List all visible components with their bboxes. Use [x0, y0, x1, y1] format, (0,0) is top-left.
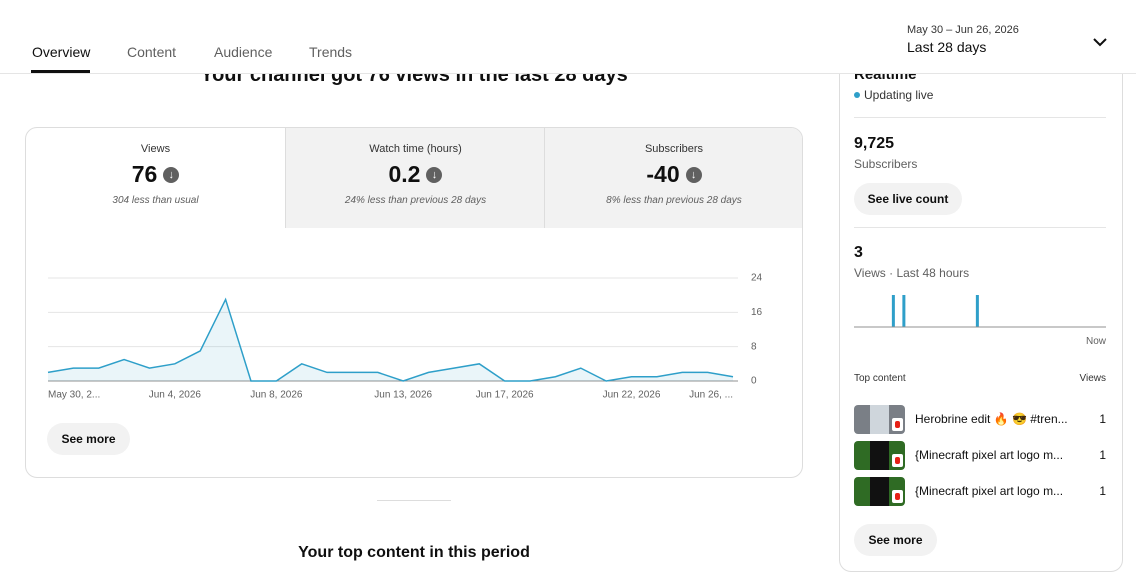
thumbnail[interactable] [854, 405, 905, 434]
top-content-label: Top content [854, 373, 906, 384]
realtime-views: 3 [854, 244, 863, 261]
x-tick-label: May 30, 2... [48, 390, 100, 401]
now-label: Now [1085, 336, 1106, 347]
x-tick-label: Jun 22, 2026 [603, 390, 661, 401]
metric-tab[interactable]: Subscribers -40 ↓ 8% less than previous 2… [544, 128, 802, 228]
date-range[interactable]: May 30 – Jun 26, 2026 [907, 24, 1019, 36]
see-more-button[interactable]: See more [47, 423, 130, 455]
metric-tab[interactable]: Views 76 ↓ 304 less than usual [26, 128, 285, 228]
x-tick-label: Jun 8, 2026 [250, 390, 303, 401]
metric-label: Subscribers [644, 143, 704, 155]
views-column: Views [1079, 373, 1107, 384]
content-title[interactable]: {Minecraft pixel art logo m... [915, 448, 1064, 462]
live-dot [854, 92, 860, 98]
thumbnail[interactable] [854, 477, 905, 506]
overview-card: Views 76 ↓ 304 less than usual Watch time… [25, 127, 803, 478]
value-text: 76 [131, 161, 158, 187]
metric-tab[interactable]: Watch time (hours) 0.2 ↓ 24% less than pr… [285, 128, 545, 228]
x-tick-label: Jun 13, 2026 [374, 390, 432, 401]
chevron[interactable] [1092, 36, 1108, 48]
metric-label: Views [140, 143, 171, 155]
content-views: 1 [1099, 448, 1106, 462]
down-icon: ↓ [685, 166, 702, 183]
tab-underline [31, 70, 90, 73]
metric-value: 76 ↓ [26, 161, 285, 188]
value-text: 0.2 [388, 161, 421, 187]
value-text: -40 [646, 161, 680, 187]
status-text: Updating live [864, 88, 934, 102]
divider [377, 500, 451, 501]
content-views: 1 [1099, 484, 1106, 498]
metric-note: 8% less than previous 28 days [606, 195, 742, 206]
bar [891, 295, 895, 327]
subscriber-count: 9,725 [854, 135, 895, 152]
header: Overview Content Audience Trends May 30 … [0, 0, 1136, 74]
live-status: Updating live [854, 88, 933, 102]
content-views: 1 [1099, 412, 1106, 426]
x-tick-label: Jun 4, 2026 [149, 390, 202, 401]
views-chart: 0 8 16 24 May 30, 2... Jun 4, 2026 Jun 8, 2026… [47, 273, 763, 401]
section-heading: Your top content in this period [298, 544, 530, 561]
views-label: Views · Last 48 hours [854, 266, 970, 280]
metric-label: Watch time (hours) [369, 143, 462, 155]
y-tick-label: 24 [751, 273, 763, 284]
content-title[interactable]: Herobrine edit 🔥 😎 #tren... [915, 412, 1068, 426]
metric-value: 0.2 ↓ [286, 161, 545, 188]
metric-note: 304 less than usual [112, 195, 199, 206]
x-tick-label: Jun 26, ... [689, 390, 733, 401]
area-fill [48, 299, 733, 381]
y-tick-label: 0 [751, 376, 757, 387]
live-count-button[interactable]: See live count [854, 183, 962, 215]
down-icon: ↓ [163, 166, 180, 183]
y-tick-label: 8 [751, 341, 757, 352]
down-icon: ↓ [426, 166, 443, 183]
line [47, 297, 734, 382]
divider [854, 117, 1106, 118]
tab[interactable]: Audience [214, 44, 273, 60]
period[interactable]: Last 28 days [907, 39, 987, 55]
metric-value: -40 ↓ [545, 161, 802, 188]
tab[interactable]: Content [127, 44, 177, 60]
content-title[interactable]: {Minecraft pixel art logo m... [915, 484, 1064, 498]
subscriber-label: Subscribers [854, 157, 918, 171]
tab[interactable]: Trends [309, 44, 353, 60]
metric-note: 24% less than previous 28 days [344, 195, 487, 206]
divider [854, 227, 1106, 228]
thumbnail[interactable] [854, 441, 905, 470]
bar [975, 295, 979, 327]
x-tick-label: Jun 17, 2026 [476, 390, 534, 401]
bar [902, 295, 906, 327]
realtime-chart [854, 295, 1106, 328]
tab[interactable]: Overview [32, 44, 91, 60]
see-more-button[interactable]: See more [854, 524, 937, 556]
y-tick-label: 16 [751, 307, 763, 318]
